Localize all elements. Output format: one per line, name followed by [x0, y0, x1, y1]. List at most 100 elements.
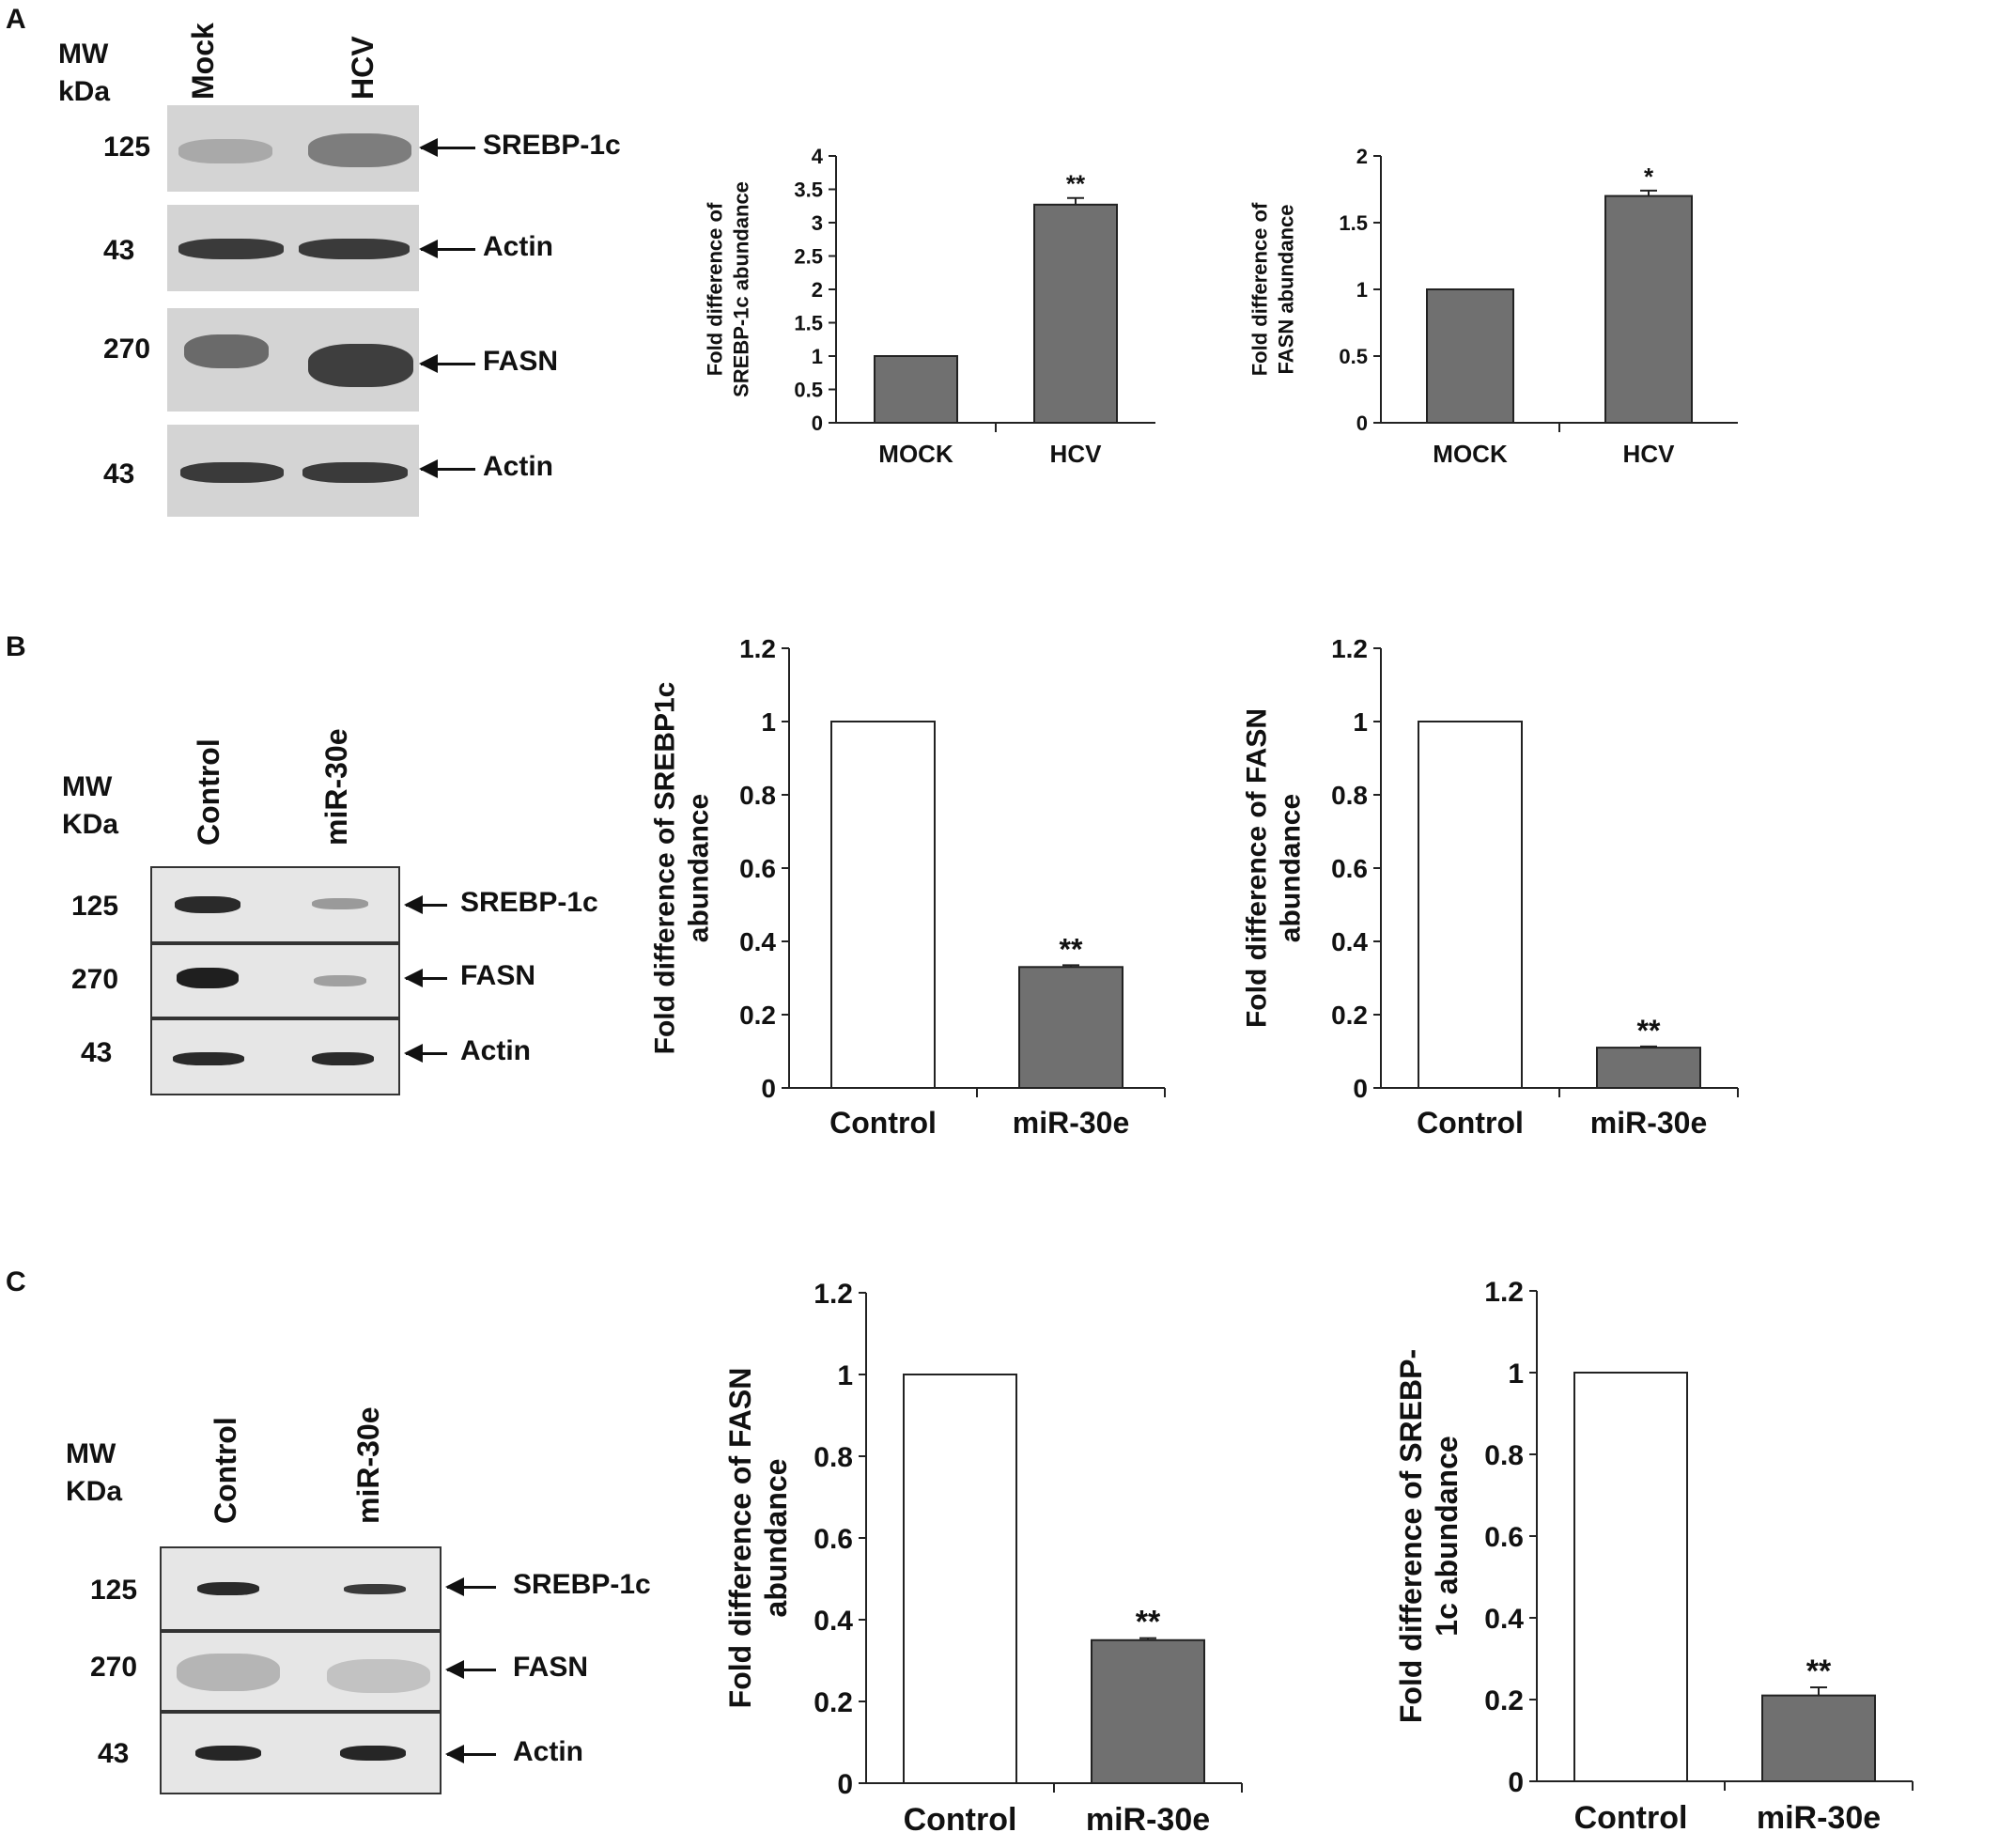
bar-mir-30e — [1018, 966, 1123, 1089]
bar-hcv — [1033, 203, 1118, 424]
protein-label: Actin — [513, 1736, 583, 1767]
y-tick-label: 0 — [812, 412, 823, 435]
x-category-label: Control — [829, 1106, 937, 1140]
bar-control — [1418, 721, 1523, 1089]
y-tick-label: 4 — [812, 145, 824, 168]
blot-band — [340, 1746, 406, 1761]
y-tick-label: 0.8 — [1331, 781, 1368, 810]
x-category-label: miR-30e — [1757, 1800, 1881, 1836]
protein-label: SREBP-1c — [460, 887, 598, 918]
blot-band — [177, 1654, 280, 1691]
panel-letter-b: B — [6, 631, 26, 662]
y-axis-label-line: SREBP-1c abundance — [730, 181, 753, 397]
y-axis-label: Fold difference of FASN abundance — [1248, 202, 1298, 376]
blot-band — [308, 344, 413, 387]
y-tick-label: 1.2 — [814, 1279, 853, 1310]
arrow-icon — [404, 895, 447, 914]
bar-chart-a-srebp: 0 0.5 1 1.5 2 2.5 3 3.5 4 MOCK ** HCV Fold differenc… — [704, 145, 1155, 468]
lane-label-control: Control — [209, 1417, 242, 1524]
x-category-label: Control — [904, 1802, 1017, 1838]
blot-strip-fasn — [160, 1631, 442, 1712]
lane-label-control: Control — [192, 738, 225, 846]
arrow-icon — [419, 354, 475, 373]
bar-mir-30e — [1761, 1694, 1876, 1782]
protein-label: FASN — [483, 346, 559, 377]
kda-marker: 43 — [103, 235, 135, 266]
y-tick-label: 1.5 — [794, 311, 823, 334]
y-tick-label: 2.5 — [794, 244, 823, 268]
y-tick-label: 0.2 — [1331, 1001, 1368, 1030]
lane-label-mir30e: miR-30e — [351, 1406, 385, 1525]
protein-label: FASN — [460, 960, 536, 991]
protein-label: FASN — [513, 1652, 589, 1683]
blot-band — [327, 1659, 430, 1693]
protein-label: Actin — [460, 1035, 531, 1066]
y-tick-label: 1 — [1508, 1359, 1524, 1390]
x-category-label: MOCK — [878, 440, 953, 468]
kda-label: kDa — [58, 76, 111, 107]
y-axis-label-line: FASN abundance — [1275, 205, 1298, 375]
y-axis-label-line: abundance — [684, 794, 715, 942]
arrow-icon — [445, 1745, 496, 1763]
blot-strip-srebp — [167, 105, 419, 192]
mw-label: MW — [66, 1438, 116, 1469]
arrow-icon — [419, 459, 475, 478]
bar-control — [1573, 1372, 1688, 1782]
y-tick-label: 0.4 — [814, 1606, 853, 1637]
kda-marker: 270 — [71, 964, 119, 995]
panel-letter-a: A — [6, 4, 26, 35]
blot-band — [195, 1746, 261, 1761]
mw-kda-header-b: MW KDa — [62, 769, 118, 844]
blot-band — [344, 1584, 406, 1594]
protein-label: SREBP-1c — [513, 1569, 651, 1600]
y-tick-label: 0.4 — [1484, 1604, 1524, 1635]
kda-marker: 125 — [103, 132, 151, 163]
blot-strip-actin — [167, 205, 419, 291]
y-axis-label-line: Fold difference of FASN — [723, 1368, 757, 1709]
blot-strip-fasn — [167, 308, 419, 412]
arrow-icon — [404, 1044, 447, 1063]
protein-label: Actin — [483, 231, 553, 262]
protein-label: SREBP-1c — [483, 130, 621, 161]
y-tick-label: 1.2 — [1331, 634, 1368, 663]
blot-strip-actin — [160, 1712, 442, 1794]
y-tick-label: 0.5 — [1339, 345, 1368, 368]
lane-label-mock: Mock — [186, 23, 220, 100]
y-tick-label: 1.2 — [739, 634, 776, 663]
blot-band — [180, 462, 284, 483]
y-tick-label: 1 — [837, 1360, 853, 1391]
y-tick-label: 0 — [1353, 1074, 1368, 1103]
y-tick-label: 0 — [761, 1074, 776, 1103]
kda-marker: 43 — [103, 458, 135, 489]
kda-marker: 43 — [98, 1738, 130, 1769]
mw-label: MW — [58, 39, 109, 70]
kda-marker: 125 — [71, 891, 119, 922]
y-axis-label-line: Fold difference of SREBP- — [1394, 1349, 1428, 1723]
y-tick-label: 0 — [1508, 1767, 1524, 1798]
y-tick-label: 0.6 — [739, 854, 776, 883]
lane-label-hcv: HCV — [346, 36, 380, 100]
bar-chart-c-srebp: 0 0.2 0.4 0.6 0.8 1 1.2 Control ** miR-30e Fold di… — [1394, 1277, 1914, 1836]
x-category-label: Control — [1574, 1800, 1688, 1836]
x-category-label: miR-30e — [1013, 1106, 1130, 1140]
y-tick-label: 0.4 — [1331, 927, 1368, 956]
y-tick-label: 3 — [812, 211, 823, 235]
x-category-label: HCV — [1050, 440, 1103, 468]
blot-band — [312, 898, 368, 909]
blot-strip-fasn — [150, 943, 400, 1018]
blot-band — [299, 239, 410, 259]
y-tick-label: 1.2 — [1484, 1277, 1524, 1308]
y-tick-label: 0.6 — [1331, 854, 1368, 883]
kda-marker: 125 — [90, 1575, 138, 1606]
y-tick-label: 0.6 — [814, 1524, 853, 1555]
y-axis-label-line: 1c abundance — [1430, 1436, 1464, 1636]
y-axis-label: Fold difference of SREBP1c abundance — [650, 682, 715, 1055]
y-tick-label: 0.2 — [814, 1687, 853, 1718]
y-tick-label: 0.8 — [739, 781, 776, 810]
y-tick-label: 0.2 — [739, 1001, 776, 1030]
x-category-label: MOCK — [1433, 440, 1508, 468]
y-tick-label: 3.5 — [794, 178, 823, 201]
y-tick-label: 1 — [1353, 707, 1368, 737]
bar-chart-b-srebp: 0 0.2 0.4 0.6 0.8 1 1.2 Control ** miR-30e Fold di… — [650, 634, 1166, 1140]
y-tick-label: 0.5 — [794, 378, 823, 401]
